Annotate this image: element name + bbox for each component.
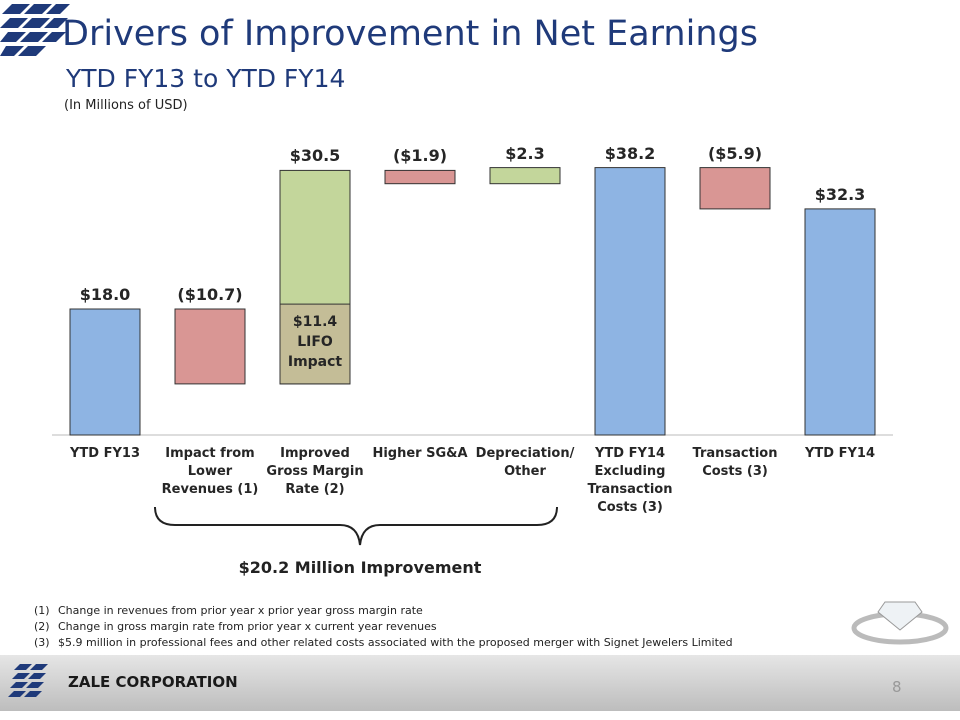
value-label: ($5.9) <box>707 143 763 163</box>
footnote-text: Change in gross margin rate from prior y… <box>58 620 437 633</box>
subtitle: YTD FY13 to YTD FY14 <box>66 64 346 93</box>
footer-band <box>0 655 960 711</box>
bar <box>699 167 771 210</box>
units-note: (In Millions of USD) <box>64 98 188 113</box>
value-label: ($1.9) <box>392 146 448 166</box>
lifo-segment <box>279 303 351 385</box>
bar <box>174 308 246 385</box>
x-tick-label: Impact from Lower Revenues (1) <box>161 446 259 497</box>
footnote-marker: (3) <box>34 636 50 649</box>
value-label: $2.3 <box>505 143 545 163</box>
bar <box>489 167 561 185</box>
brace <box>154 506 558 546</box>
value-label: ($10.7) <box>177 285 243 304</box>
x-tick-label: YTD FY14 Excluding Transaction Costs (3) <box>587 446 673 515</box>
logo <box>0 4 70 56</box>
x-tick-label: YTD FY14 <box>805 446 875 461</box>
company: ZALE CORPORATION <box>68 673 238 691</box>
bar <box>384 169 456 185</box>
footnote-text: $5.9 million in professional fees and ot… <box>58 636 733 649</box>
footer-logo <box>8 664 48 697</box>
footnote-text: Change in revenues from prior year x pri… <box>58 604 423 617</box>
bar <box>804 208 876 436</box>
x-tick-label: Higher SG&A <box>372 446 468 461</box>
footnote-marker: (1) <box>34 604 50 617</box>
title: Drivers of Improvement in Net Earnings <box>62 14 758 54</box>
value-label: $30.5 <box>289 146 341 166</box>
bar <box>69 308 141 436</box>
segment-label: $11.4 LIFO Impact <box>287 314 343 371</box>
bar <box>594 167 666 436</box>
x-tick-label: Transaction Costs (3) <box>692 446 778 479</box>
value-label: $32.3 <box>814 184 866 204</box>
x-tick-label: Improved Gross Margin Rate (2) <box>266 446 364 497</box>
x-tick-label: Depreciation/ Other <box>475 446 575 479</box>
annotation: $20.2 Million Improvement <box>238 558 482 577</box>
page-number: 8 <box>892 678 902 696</box>
x-tick-label: YTD FY13 <box>70 446 140 461</box>
ring-image <box>851 601 949 645</box>
footnote-marker: (2) <box>34 620 50 633</box>
value-label: $18.0 <box>79 285 131 304</box>
value-label: $38.2 <box>604 143 656 163</box>
